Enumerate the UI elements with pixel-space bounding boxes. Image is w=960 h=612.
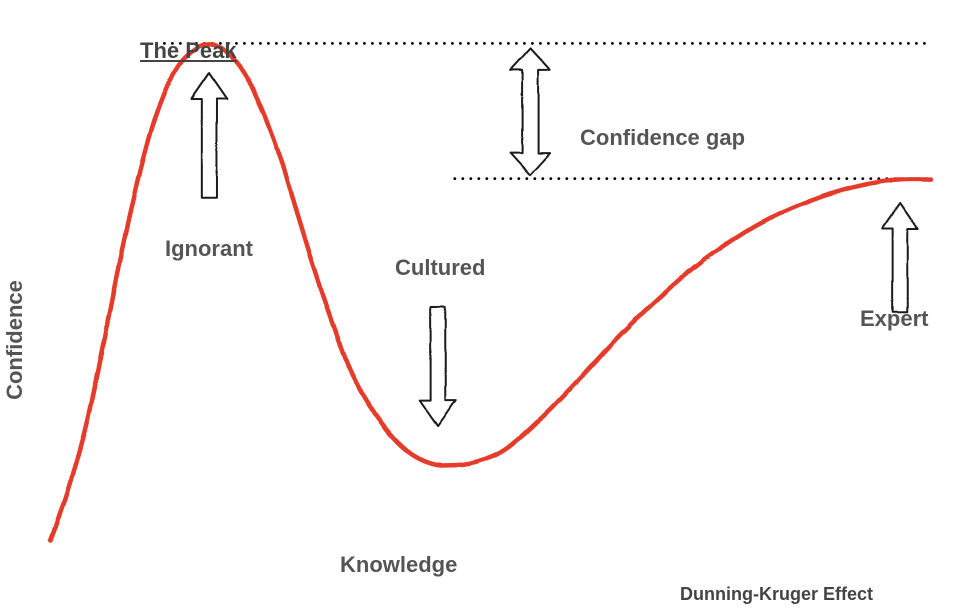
cultured-label: Cultured (395, 255, 485, 281)
x-axis-label: Knowledge (340, 552, 457, 578)
arrow-down-icon (419, 306, 455, 426)
peak-label: The Peak (140, 38, 237, 64)
y-axis-label: Confidence (2, 280, 28, 400)
expert-label: Expert (860, 306, 928, 332)
chart-svg (0, 0, 960, 612)
arrow-up-icon (190, 72, 226, 197)
ignorant-label: Ignorant (165, 236, 253, 262)
dotted-line (163, 42, 926, 45)
dotted-line (453, 177, 928, 180)
caption-label: Dunning-Kruger Effect (680, 584, 873, 605)
dunning-kruger-chart: { "canvas": { "width": 960, "height": 61… (0, 0, 960, 612)
arrow-up-icon (881, 202, 917, 311)
dk-curve (50, 43, 930, 540)
double-arrow-icon (510, 47, 550, 174)
gap-label: Confidence gap (580, 125, 745, 151)
